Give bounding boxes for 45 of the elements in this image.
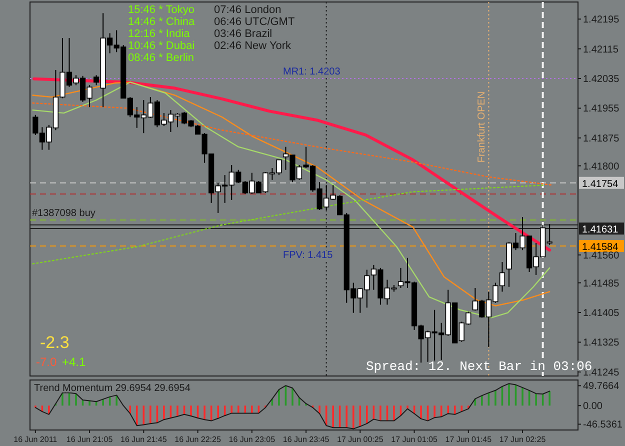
annotation: 14:46 * China <box>128 16 196 28</box>
annotation: -2.3 <box>40 333 70 352</box>
x-tick-label: 16 Jun 2011 <box>14 435 58 444</box>
annotation: 06:46 UTC/GMT <box>214 16 295 28</box>
annotation: 02:46 New York <box>214 40 292 52</box>
y-tick-label: 1.41800 <box>583 161 620 172</box>
y-tick-label: 1.41875 <box>583 133 620 144</box>
annotation: +4.1 <box>62 355 86 369</box>
y-tick-label: 1.41560 <box>583 250 620 262</box>
chart-title: Trend Momentum 29.6954 29.6954 <box>34 383 191 394</box>
ref-line-label: Frankfurt OPEN <box>476 91 488 163</box>
x-tick-label: 17 Jun 00:25 <box>337 435 384 444</box>
y-tick-label: 1.42115 <box>583 44 619 56</box>
ref-line-label: MR1: 1.4203 <box>283 66 341 78</box>
annotation: 08:46 * Berlin <box>128 52 194 64</box>
ref-line-label: #1387098 buy <box>32 208 96 220</box>
y-tick-label: 0.00 <box>583 401 603 412</box>
y-tick-label: 1.41405 <box>583 308 620 319</box>
annotation: -7.0 <box>36 355 58 369</box>
ref-line-label: 1.41754 <box>582 178 619 190</box>
x-tick-label: 17 Jun 02:25 <box>499 435 546 444</box>
line-series <box>32 184 546 264</box>
line-series <box>32 77 552 252</box>
y-tick-label: 1.41245 <box>583 367 620 378</box>
x-tick-label: 17 Jun 01:45 <box>445 435 492 444</box>
annotation: 10:46 * Dubai <box>128 40 195 52</box>
x-tick-label: 16 Jun 22:25 <box>174 435 222 444</box>
annotation: FPV: 1.415 <box>283 250 334 261</box>
x-tick-label: 16 Jun 23:45 <box>282 435 330 444</box>
y-tick-label: 49.7664 <box>583 381 620 392</box>
x-tick-label: 16 Jun 23:05 <box>228 435 276 444</box>
x-tick-label: 16 Jun 21:45 <box>120 435 168 444</box>
y-tick-label: -46.5361 <box>583 420 623 431</box>
y-tick-label: 1.42195 <box>583 14 620 26</box>
annotation: 15:46 * Tokyo <box>128 4 194 16</box>
y-tick-label: 1.41325 <box>583 338 620 349</box>
annotation: 07:46 London <box>214 4 282 16</box>
x-tick-label: 17 Jun 01:05 <box>391 435 438 444</box>
x-tick-label: 16 Jun 21:05 <box>66 435 114 444</box>
y-tick-label: 1.41955 <box>583 104 620 115</box>
y-tick-label: 1.41485 <box>583 278 620 290</box>
y-tick-label: 1.42035 <box>583 74 620 86</box>
annotation: 03:46 Brazil <box>214 28 272 40</box>
ref-line-label: 1.41631 <box>582 224 619 236</box>
annotation: 12:16 * India <box>128 28 191 40</box>
